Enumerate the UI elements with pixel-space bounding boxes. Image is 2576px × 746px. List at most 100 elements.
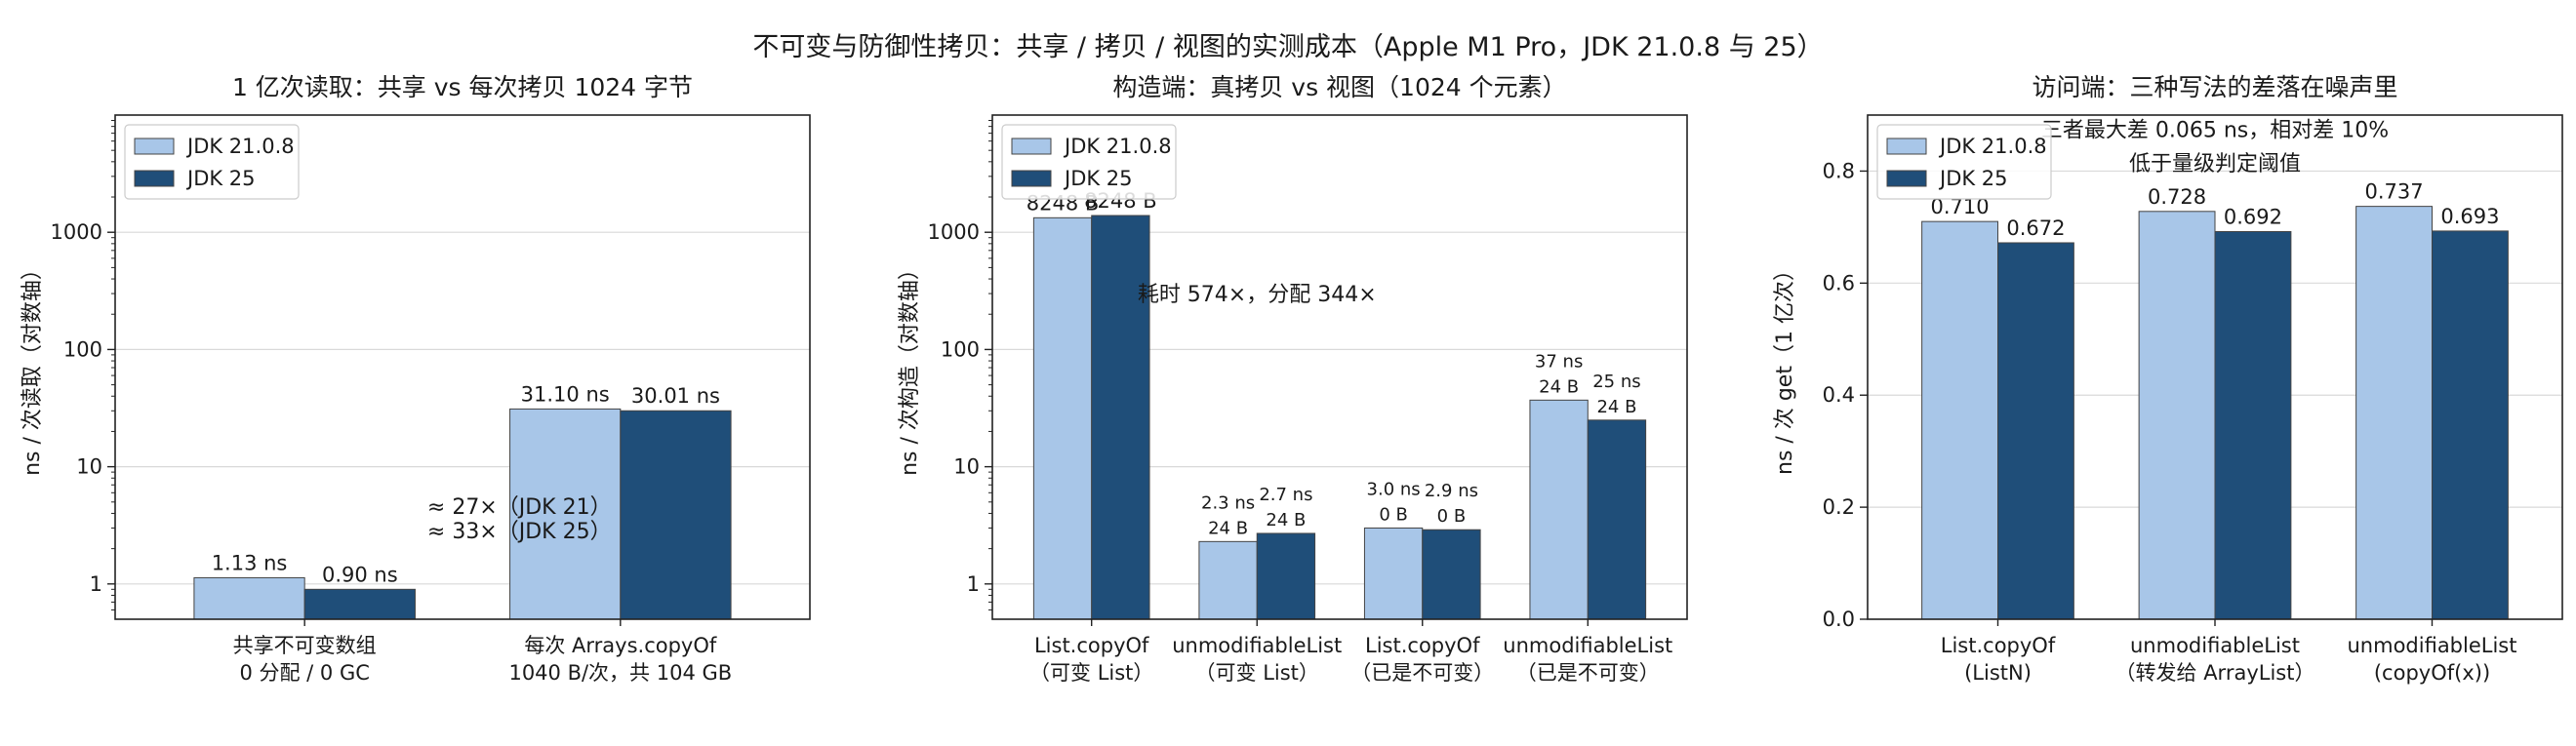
chart-panel-1: 1 10 100 1000 1.13 ns 31.10 ns 0.90 ns 30.01 ns… xyxy=(20,73,811,685)
bar-value-label: 24 B xyxy=(1539,376,1579,397)
bar-jdk25-3 xyxy=(2432,230,2509,620)
bar-value-label: 0 B xyxy=(1379,504,1408,525)
bar-value-label: 0 B xyxy=(1437,506,1467,527)
x-tick-label: （已是不可变） xyxy=(1516,661,1660,685)
x-tick-label: List.copyOf xyxy=(1941,634,2056,657)
x-tick-label: unmodifiableList xyxy=(2130,634,2300,657)
y-tick-label: 1000 xyxy=(928,220,980,244)
x-tick-label: （可变 List） xyxy=(1029,661,1153,685)
y-tick-label: 0.8 xyxy=(1823,159,1855,182)
annotation-text: ≈ 27×（JDK 21） xyxy=(427,495,612,520)
bar-value-label: 0.90 ns xyxy=(322,563,398,586)
bar-jdk25-1 xyxy=(1997,242,2074,620)
x-tick-label: unmodifiableList xyxy=(1172,634,1342,657)
legend: JDK 21.0.8 JDK 25 xyxy=(124,124,300,200)
y-tick-label: 0.2 xyxy=(1823,495,1855,519)
legend-label: JDK 21.0.8 xyxy=(1063,135,1172,158)
annotations: ≈ 27×（JDK 21）≈ 33×（JDK 25） xyxy=(427,495,612,544)
legend-swatch-jdk25 xyxy=(134,170,175,187)
annotation-text: 耗时 574×，分配 344× xyxy=(1138,283,1377,307)
bar-value-label: 3.0 ns xyxy=(1367,479,1421,499)
legend-swatch-jdk21 xyxy=(134,137,175,155)
annotation-text: ≈ 33×（JDK 25） xyxy=(427,520,612,544)
bar-value-label: 0.693 xyxy=(2440,205,2499,228)
y-tick-label: 1 xyxy=(967,572,980,596)
bar-value-label: 2.9 ns xyxy=(1425,481,1478,501)
y-tick-label: 100 xyxy=(941,337,980,361)
x-tick-label: (ListN) xyxy=(1964,661,2032,685)
y-axis-ticks: 0.0 0.2 0.4 0.6 0.8 xyxy=(1823,159,1868,631)
y-axis-label: ns / 次读取（对数轴） xyxy=(20,258,45,476)
bar-jdk21-3 xyxy=(2355,206,2433,620)
x-tick-label: （已是不可变） xyxy=(1350,661,1494,685)
x-tick-label: 0 分配 / 0 GC xyxy=(239,661,369,685)
chart-panels: 1 10 100 1000 1.13 ns 31.10 ns 0.90 ns 30.01 ns… xyxy=(20,73,2563,685)
bars xyxy=(193,408,732,620)
legend: JDK 21.0.8 JDK 25 xyxy=(1876,124,2052,200)
y-axis-ticks: 1 10 100 1000 xyxy=(51,220,115,596)
bar-jdk21-2 xyxy=(2138,211,2216,620)
chart-title: 访问端：三种写法的差落在噪声里 xyxy=(2032,73,2397,101)
bar-jdk25-2 xyxy=(1256,532,1316,620)
legend-label: JDK 25 xyxy=(1063,167,1133,190)
bar-jdk21-1 xyxy=(1032,216,1093,620)
y-tick-label: 10 xyxy=(76,455,102,479)
legend: JDK 21.0.8 JDK 25 xyxy=(1001,124,1177,200)
figure-suptitle: 不可变与防御性拷贝：共享 / 拷贝 / 视图的实测成本（Apple M1 Pro… xyxy=(752,32,1823,62)
bar-jdk21-3 xyxy=(1363,527,1424,620)
y-tick-label: 100 xyxy=(63,337,102,361)
bar-value-label: 2.7 ns xyxy=(1259,485,1312,505)
bar-jdk25-1 xyxy=(1091,215,1150,620)
x-axis-ticks: 共享不可变数组 0 分配 / 0 GC 每次 Arrays.copyOf 1040 B… xyxy=(233,619,732,685)
legend-swatch-jdk21 xyxy=(1886,137,1927,155)
legend-label: JDK 21.0.8 xyxy=(1938,135,2047,158)
chart-title: 构造端：真拷贝 vs 视图（1024 个元素） xyxy=(1112,73,1566,101)
bar-jdk21-4 xyxy=(1529,399,1589,620)
bar-value-label: 37 ns xyxy=(1535,351,1583,372)
y-axis-label: ns / 次 get（1 亿次） xyxy=(1773,259,1797,475)
x-tick-label: 每次 Arrays.copyOf xyxy=(524,634,717,657)
bar-jdk21-2 xyxy=(509,408,622,620)
bar-jdk21-1 xyxy=(1921,220,1998,620)
chart-title: 1 亿次读取：共享 vs 每次拷贝 1024 字节 xyxy=(232,73,693,101)
y-axis-label: ns / 次构造（对数轴） xyxy=(898,258,922,476)
bar-value-label: 0.672 xyxy=(2006,216,2065,240)
bar-jdk25-2 xyxy=(620,410,732,620)
x-tick-label: （可变 List） xyxy=(1195,661,1319,685)
y-axis-ticks: 1 10 100 1000 xyxy=(928,220,992,596)
x-tick-label: unmodifiableList xyxy=(2348,634,2517,657)
annotation-text: 低于量级判定阈值 xyxy=(2129,152,2301,177)
legend-swatch-jdk25 xyxy=(1011,170,1052,187)
x-axis-ticks: List.copyOf （可变 List） unmodifiableList （可变 … xyxy=(1029,619,1672,685)
legend-label: JDK 25 xyxy=(1938,167,2008,190)
bar-value-label: 0.737 xyxy=(2365,180,2424,204)
bar-value-label: 24 B xyxy=(1266,510,1306,530)
x-tick-label: 共享不可变数组 xyxy=(233,634,377,657)
bar-jdk25-4 xyxy=(1587,419,1647,620)
annotations: 耗时 574×，分配 344× xyxy=(1138,283,1377,307)
bar-jdk25-2 xyxy=(2214,230,2292,620)
bar-value-label: 31.10 ns xyxy=(521,382,610,406)
y-tick-label: 10 xyxy=(953,455,980,479)
bar-value-label: 1.13 ns xyxy=(212,551,288,574)
x-tick-label: (copyOf(x)) xyxy=(2374,661,2490,685)
legend-label: JDK 21.0.8 xyxy=(185,135,295,158)
y-tick-label: 0.6 xyxy=(1823,271,1855,294)
x-axis-ticks: List.copyOf (ListN) unmodifiableList （转发给 A… xyxy=(1941,619,2517,685)
plot-frame xyxy=(1867,114,2563,620)
x-tick-label: List.copyOf xyxy=(1034,634,1149,657)
bar-jdk21-2 xyxy=(1198,540,1258,620)
bar-value-label: 2.3 ns xyxy=(1201,492,1255,513)
y-tick-label: 0.0 xyxy=(1823,608,1855,631)
y-tick-label: 1000 xyxy=(51,220,102,244)
bars xyxy=(1032,215,1647,620)
bar-value-labels: 1.13 ns 31.10 ns 0.90 ns 30.01 ns xyxy=(212,382,720,586)
x-tick-label: （转发给 ArrayList） xyxy=(2115,661,2315,685)
bar-value-label: 24 B xyxy=(1596,397,1636,417)
bar-jdk25-1 xyxy=(303,588,416,620)
bar-value-label: 25 ns xyxy=(1592,372,1640,392)
